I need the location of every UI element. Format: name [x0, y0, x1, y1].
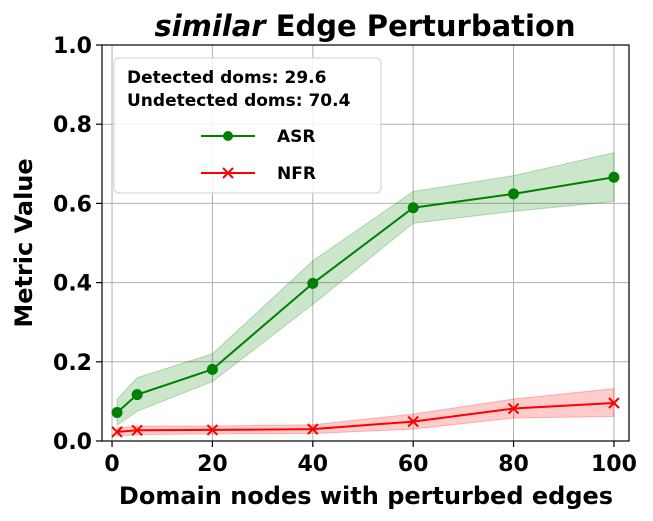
nfr-point — [111, 426, 123, 438]
nfr-point — [307, 423, 319, 435]
legend-box — [113, 57, 382, 194]
legend-annotation-detected: Detected doms: 29.6 — [127, 68, 326, 88]
asr-point — [206, 363, 218, 375]
nfr-point — [608, 397, 620, 409]
y-tick-label: 0.0 — [53, 430, 92, 455]
chart-title-italic: similar — [154, 9, 267, 43]
x-ticks: 0 20 40 60 80 100 — [104, 441, 637, 477]
x-tick-label: 40 — [297, 452, 328, 477]
y-tick-label: 0.6 — [53, 192, 92, 217]
x-tick-label: 0 — [104, 452, 119, 477]
legend-annotation-undetected: Undetected doms: 70.4 — [127, 91, 351, 111]
x-tick-label: 20 — [197, 452, 228, 477]
asr-line — [116, 176, 615, 414]
x-tick-label: 60 — [398, 452, 429, 477]
nfr-point — [407, 415, 419, 428]
asr-point — [407, 202, 419, 214]
confidence-bands — [116, 152, 615, 437]
asr-confidence-band — [116, 152, 615, 427]
series-lines — [116, 176, 615, 433]
y-ticks: 0.0 0.2 0.4 0.6 0.8 1.0 — [53, 34, 102, 455]
plot-frame — [101, 44, 630, 442]
chart-title-rest: Edge Perturbation — [276, 9, 576, 43]
legend-nfr-marker — [222, 167, 234, 179]
y-tick-label: 0.4 — [53, 272, 92, 297]
nfr-confidence-band — [116, 388, 615, 437]
x-tick-label: 80 — [498, 452, 529, 477]
legend-asr-marker — [223, 131, 233, 141]
chart-title: similar Edge Perturbation — [154, 9, 575, 43]
series-markers — [111, 171, 620, 438]
asr-point — [508, 188, 520, 200]
legend: Detected doms: 29.6 Undetected doms: 70.… — [113, 57, 382, 194]
asr-point — [307, 277, 319, 289]
asr-point — [131, 389, 143, 401]
nfr-point — [131, 424, 143, 437]
legend-asr-label: ASR — [277, 127, 316, 147]
asr-point — [608, 171, 620, 183]
nfr-point — [507, 402, 520, 415]
y-tick-label: 0.8 — [53, 113, 92, 138]
legend-nfr-label: NFR — [277, 164, 316, 184]
y-tick-label: 1.0 — [53, 34, 92, 59]
y-axis-label: Metric Value — [10, 158, 38, 327]
asr-point — [111, 406, 123, 418]
y-tick-label: 0.2 — [53, 351, 92, 376]
x-tick-label: 100 — [591, 452, 637, 477]
nfr-point — [206, 424, 219, 436]
x-axis-label: Domain nodes with perturbed edges — [119, 482, 613, 510]
